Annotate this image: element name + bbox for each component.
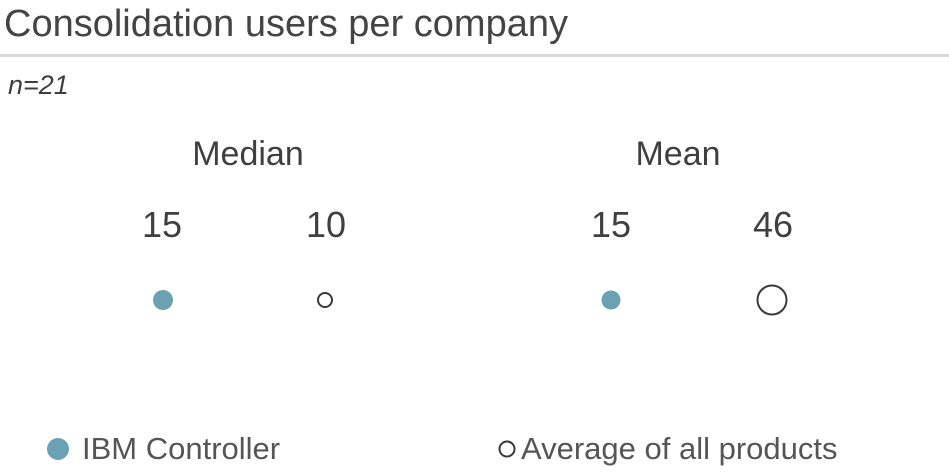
legend-item-label-ibm: IBM Controller bbox=[82, 431, 281, 466]
mean-ibm-marker-dot bbox=[601, 290, 621, 310]
median-average-marker-circle bbox=[317, 292, 333, 308]
legend-average-circle-icon bbox=[498, 440, 516, 458]
value-label-mean-ibm: 15 bbox=[590, 204, 632, 245]
legend-item-label-average: Average of all products bbox=[521, 431, 838, 466]
mean-average-marker-circle bbox=[756, 284, 788, 316]
median-ibm-marker-dot bbox=[153, 290, 173, 310]
value-label-median-average: 10 bbox=[305, 204, 347, 245]
page-title: Consolidation users per company bbox=[4, 3, 568, 45]
value-label-median-ibm: 15 bbox=[141, 204, 183, 245]
title-divider bbox=[0, 54, 949, 57]
sample-size-note: n=21 bbox=[8, 70, 69, 100]
legend-ibm-dot-icon bbox=[47, 438, 69, 460]
category-header-mean: Mean bbox=[635, 135, 721, 173]
value-label-mean-average: 46 bbox=[752, 204, 794, 245]
category-header-median: Median bbox=[192, 135, 304, 173]
